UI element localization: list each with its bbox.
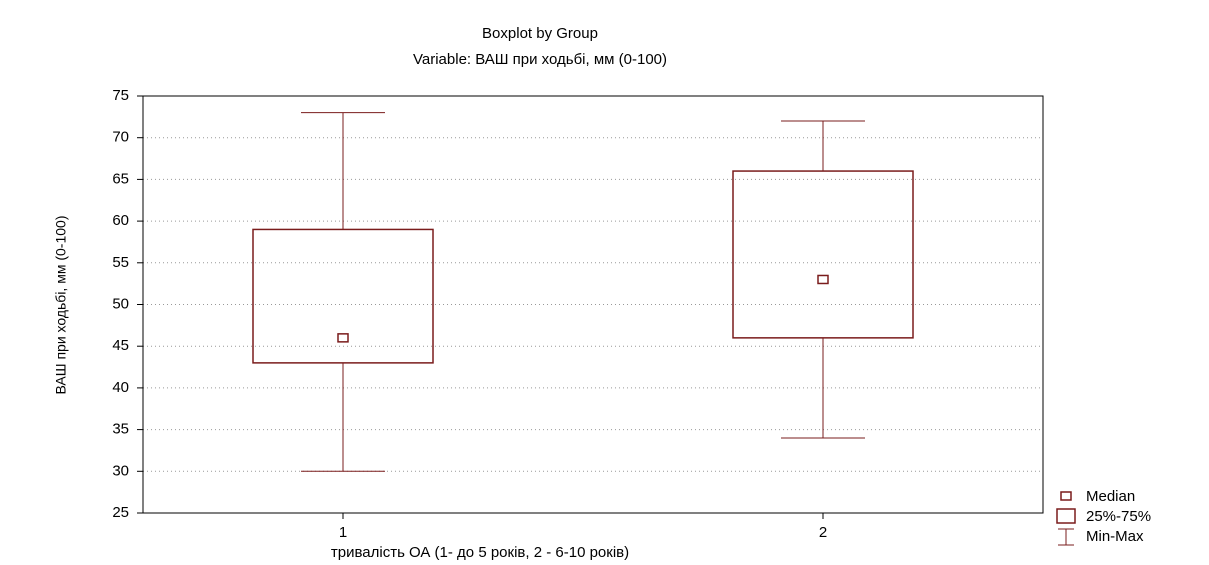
- legend-box-swatch: [1056, 508, 1076, 524]
- x-tick-label: 2: [819, 524, 827, 541]
- legend-label: 25%-75%: [1086, 508, 1151, 525]
- median: [337, 333, 349, 343]
- median: [817, 274, 829, 285]
- y-tick-label: 35: [112, 421, 129, 438]
- y-axis-label: ВАШ при ходьбі, мм (0-100): [53, 216, 69, 395]
- y-tick-label: 40: [112, 379, 129, 396]
- x-axis-label: тривалість ОА (1- до 5 років, 2 - 6-10 р…: [331, 544, 629, 561]
- chart-subtitle: Variable: ВАШ при ходьбі, мм (0-100): [413, 51, 667, 68]
- y-tick-label: 45: [112, 337, 129, 354]
- legend-label: Median: [1086, 488, 1135, 505]
- box: [732, 170, 914, 339]
- y-tick-label: 70: [112, 129, 129, 146]
- y-tick-label: 30: [112, 462, 129, 479]
- x-tick-label: 1: [339, 524, 347, 541]
- y-tick-label: 65: [112, 170, 129, 187]
- plot-frame: [142, 95, 1044, 514]
- legend-median-swatch: [1060, 491, 1072, 501]
- y-tick-label: 55: [112, 254, 129, 271]
- chart-title: Boxplot by Group: [482, 25, 598, 42]
- y-tick-label: 25: [112, 504, 129, 521]
- y-tick-label: 50: [112, 295, 129, 312]
- box: [252, 228, 434, 364]
- y-tick-label: 75: [112, 87, 129, 104]
- y-tick-label: 60: [112, 212, 129, 229]
- legend-label: Min-Max: [1086, 528, 1144, 545]
